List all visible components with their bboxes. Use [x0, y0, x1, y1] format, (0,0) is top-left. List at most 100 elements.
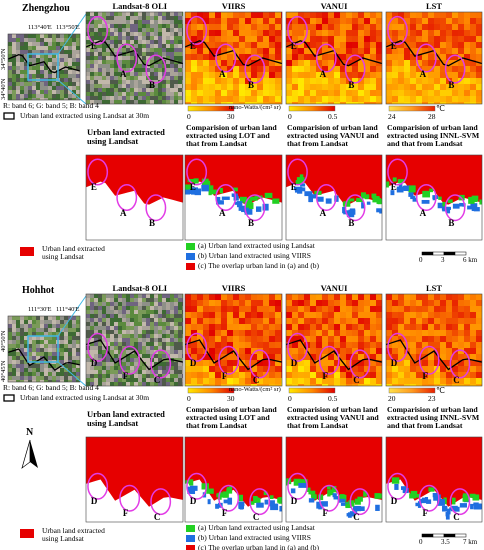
pixel [310, 294, 317, 301]
pixel [130, 20, 135, 25]
pixel [142, 36, 147, 41]
pixel [416, 372, 423, 379]
pixel [138, 76, 143, 81]
landsat-only [327, 490, 331, 497]
pixel [446, 72, 453, 79]
pixel [24, 356, 29, 361]
pixel [36, 340, 41, 345]
pixel [90, 346, 95, 351]
pixel [32, 336, 37, 341]
ellipse-marker [150, 488, 172, 516]
pixel [44, 38, 49, 43]
pixel [126, 80, 131, 85]
pixel [458, 312, 465, 319]
panel-frame [85, 154, 184, 241]
pixel [20, 58, 25, 63]
pixel [182, 318, 183, 323]
pixel [166, 314, 171, 319]
pixel [185, 324, 192, 331]
pixel [68, 74, 73, 79]
pixel [178, 96, 183, 101]
pixel [134, 370, 139, 375]
pixel [98, 346, 103, 351]
pixel [310, 300, 317, 307]
pixel [464, 312, 471, 319]
pixel [440, 18, 447, 25]
scale-segment [432, 533, 445, 538]
pixel [358, 102, 365, 104]
pixel [203, 306, 210, 313]
pixel [16, 356, 21, 361]
pixel [32, 46, 37, 51]
pixel [334, 354, 341, 361]
pixel [16, 42, 21, 47]
pixel [98, 302, 103, 307]
pixel [126, 370, 131, 375]
pixel [72, 352, 77, 357]
pixel [174, 100, 179, 104]
pixel [106, 294, 111, 299]
pixel [197, 36, 204, 43]
pixel [110, 84, 115, 89]
pixel [28, 46, 33, 51]
pixel [316, 324, 323, 331]
pixel [102, 346, 107, 351]
pixel [150, 302, 155, 307]
pixel [458, 360, 465, 367]
pixel [392, 60, 399, 67]
pixel [94, 354, 99, 359]
pixel [398, 96, 405, 103]
pixel [150, 378, 155, 383]
pixel [170, 346, 175, 351]
pixel [476, 336, 482, 343]
pixel [286, 360, 293, 367]
pixel [122, 24, 127, 29]
pixel [44, 86, 49, 91]
pixel [90, 52, 95, 57]
pixel [24, 78, 29, 83]
pixel [398, 318, 405, 325]
pixel [203, 96, 210, 103]
pixel [476, 96, 482, 103]
pixel [98, 96, 103, 101]
viirs-only [442, 206, 446, 212]
pixel [470, 42, 477, 49]
pixel [28, 86, 33, 91]
pixel [263, 300, 270, 307]
landsat-only [272, 198, 280, 204]
pixel [352, 36, 359, 43]
pixel [178, 24, 183, 29]
viirs-only [396, 186, 404, 193]
landsat-only [354, 498, 361, 505]
pixel [8, 70, 13, 75]
pixel [197, 42, 204, 49]
pixel [150, 84, 155, 89]
pixel [64, 336, 69, 341]
pixel [32, 332, 37, 337]
pixel [146, 92, 151, 97]
pixel [146, 382, 151, 386]
pixel [215, 384, 222, 386]
pixel [197, 384, 204, 386]
pixel [257, 384, 264, 386]
pixel [440, 54, 447, 61]
pixel [36, 328, 41, 333]
pixel [334, 42, 341, 49]
pixel [182, 96, 183, 101]
pixel [275, 54, 282, 61]
pixel [182, 366, 183, 371]
pixel [98, 32, 103, 37]
pixel [114, 326, 119, 331]
pixel [440, 348, 447, 355]
pixel [138, 100, 143, 104]
pixel [209, 354, 216, 361]
landsat-only [193, 178, 199, 184]
pixel [328, 342, 335, 349]
pixel [102, 326, 107, 331]
pixel [257, 348, 264, 355]
landsat-only [438, 196, 442, 200]
pixel [16, 34, 21, 39]
pixel [94, 306, 99, 311]
pixel [364, 90, 371, 97]
pixel [48, 364, 53, 369]
